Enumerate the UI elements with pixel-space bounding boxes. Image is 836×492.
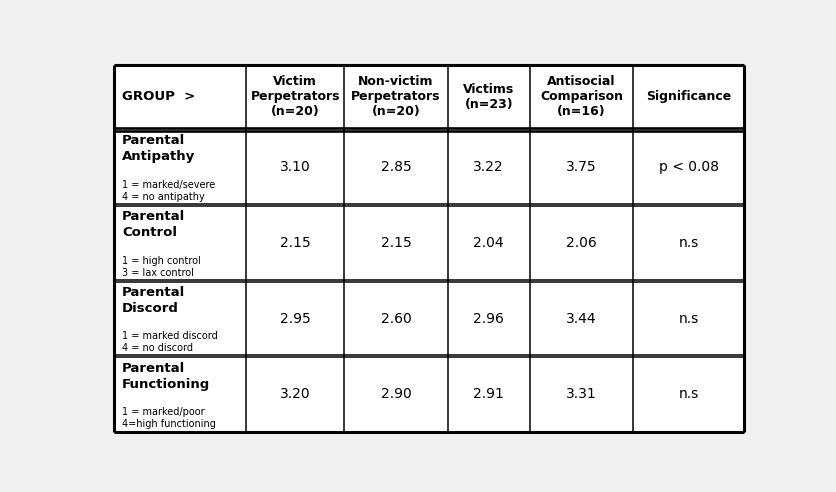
Text: 3.22: 3.22 xyxy=(473,160,503,174)
Bar xyxy=(529,205,633,280)
Bar xyxy=(246,129,344,205)
Bar xyxy=(344,205,447,280)
Text: n.s: n.s xyxy=(678,236,698,250)
Bar xyxy=(115,205,246,280)
Bar xyxy=(115,129,246,205)
Text: Antisocial
Comparison
(n=16): Antisocial Comparison (n=16) xyxy=(539,75,622,119)
Bar xyxy=(344,356,447,432)
Text: 1 = marked discord
4 = no discord: 1 = marked discord 4 = no discord xyxy=(122,332,217,353)
Text: 2.85: 2.85 xyxy=(380,160,410,174)
Bar xyxy=(633,129,742,205)
Text: n.s: n.s xyxy=(678,387,698,401)
Bar xyxy=(246,65,344,129)
Text: 3.10: 3.10 xyxy=(279,160,310,174)
Text: 2.60: 2.60 xyxy=(380,311,410,326)
Bar xyxy=(344,280,447,356)
Text: 2.95: 2.95 xyxy=(279,311,310,326)
Text: GROUP  >: GROUP > xyxy=(122,91,195,103)
Bar xyxy=(344,65,447,129)
Bar xyxy=(633,65,742,129)
Bar xyxy=(115,65,246,129)
Text: Parental
Control: Parental Control xyxy=(122,210,185,239)
Text: 3.75: 3.75 xyxy=(566,160,596,174)
Text: Non-victim
Perpetrators
(n=20): Non-victim Perpetrators (n=20) xyxy=(351,75,440,119)
Text: n.s: n.s xyxy=(678,311,698,326)
Bar xyxy=(344,129,447,205)
Text: 2.15: 2.15 xyxy=(380,236,410,250)
Text: Parental
Discord: Parental Discord xyxy=(122,286,185,315)
Bar xyxy=(447,65,529,129)
Bar xyxy=(447,205,529,280)
Text: Significance: Significance xyxy=(645,91,731,103)
Text: 3.31: 3.31 xyxy=(565,387,596,401)
Bar xyxy=(529,65,633,129)
Bar xyxy=(246,280,344,356)
Bar xyxy=(633,280,742,356)
Bar xyxy=(447,129,529,205)
Text: 2.04: 2.04 xyxy=(473,236,503,250)
Text: 2.96: 2.96 xyxy=(472,311,503,326)
Bar xyxy=(529,356,633,432)
Text: 2.15: 2.15 xyxy=(279,236,310,250)
Bar xyxy=(115,356,246,432)
Text: 3.44: 3.44 xyxy=(566,311,596,326)
Text: 1 = marked/severe
4 = no antipathy: 1 = marked/severe 4 = no antipathy xyxy=(122,180,215,202)
Bar xyxy=(529,129,633,205)
Bar xyxy=(115,280,246,356)
Text: 2.90: 2.90 xyxy=(380,387,410,401)
Text: Victims
(n=23): Victims (n=23) xyxy=(462,83,514,111)
Text: 3.20: 3.20 xyxy=(279,387,310,401)
Text: 2.91: 2.91 xyxy=(472,387,503,401)
Bar xyxy=(633,356,742,432)
Bar xyxy=(447,356,529,432)
Text: Parental
Functioning: Parental Functioning xyxy=(122,362,210,391)
Text: 1 = high control
3 = lax control: 1 = high control 3 = lax control xyxy=(122,255,201,277)
Text: p < 0.08: p < 0.08 xyxy=(658,160,717,174)
Text: 2.06: 2.06 xyxy=(565,236,596,250)
Bar xyxy=(246,205,344,280)
Bar xyxy=(447,280,529,356)
Bar xyxy=(529,280,633,356)
Text: Parental
Antipathy: Parental Antipathy xyxy=(122,134,195,163)
Bar xyxy=(246,356,344,432)
Bar xyxy=(633,205,742,280)
Text: Victim
Perpetrators
(n=20): Victim Perpetrators (n=20) xyxy=(250,75,339,119)
Text: 1 = marked/poor
4=high functioning: 1 = marked/poor 4=high functioning xyxy=(122,407,216,429)
